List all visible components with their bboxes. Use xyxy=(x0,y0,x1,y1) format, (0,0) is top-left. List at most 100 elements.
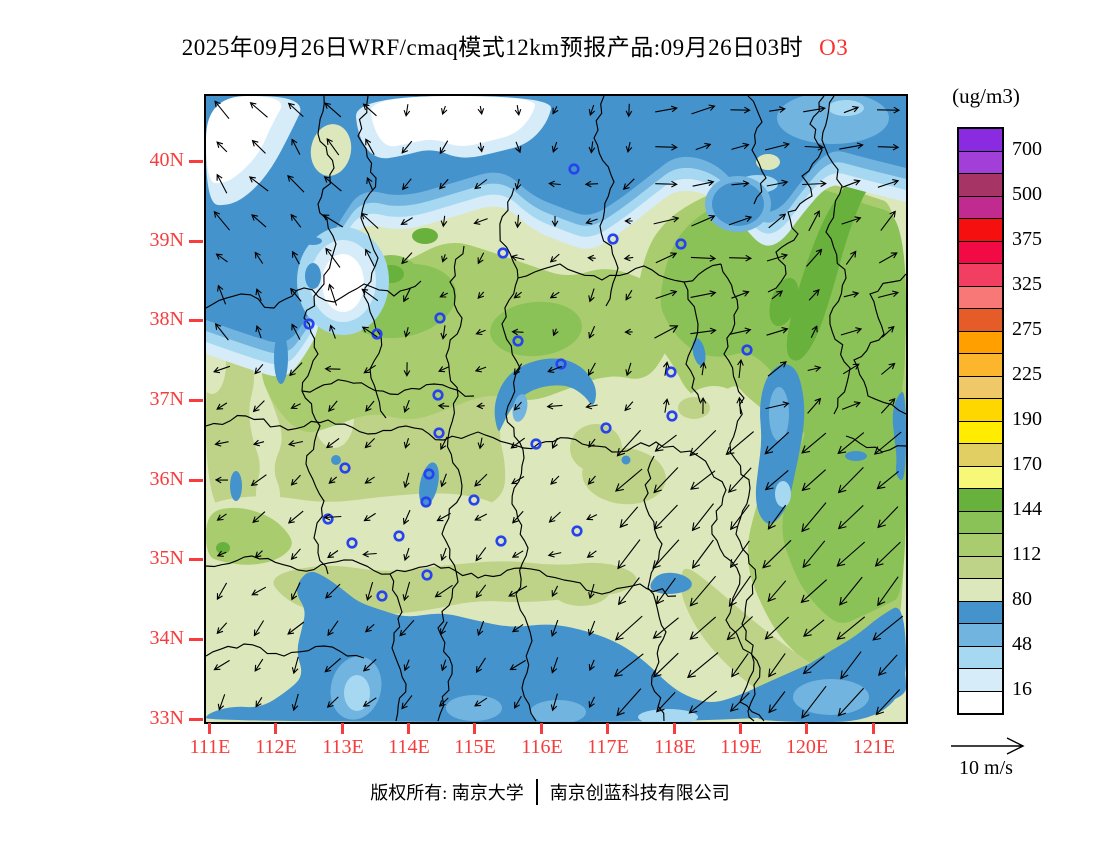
city-marker xyxy=(675,238,687,250)
wind-arrow xyxy=(252,511,266,524)
wind-arrow xyxy=(400,217,413,225)
wind-arrow xyxy=(290,474,301,486)
wind-arrow xyxy=(513,363,523,376)
wind-arrow xyxy=(737,358,744,379)
province-boundary xyxy=(767,96,825,293)
colorbar-cell xyxy=(959,443,1002,466)
province-boundary xyxy=(747,96,767,205)
wind-arrow xyxy=(360,212,379,229)
wind-arrow xyxy=(441,105,448,116)
city-marker xyxy=(741,344,753,356)
wind-arrow xyxy=(362,658,377,672)
wind-arrow xyxy=(728,215,753,226)
wind-arrow xyxy=(587,254,596,262)
wind-arrow xyxy=(323,513,342,521)
wind-arrow xyxy=(403,547,410,562)
lon-tick xyxy=(739,723,742,734)
wind-arrow xyxy=(877,576,899,607)
colorbar-cell xyxy=(959,375,1002,398)
city-marker xyxy=(497,247,509,259)
forecast-map: 40N 39N 38N 37N 36N 35N 34N 33N 111E 112E 113E 114… xyxy=(150,94,908,757)
province-boundary xyxy=(821,96,851,415)
fill-region xyxy=(206,96,282,184)
colorbar-cell xyxy=(959,195,1002,218)
wind-arrow xyxy=(213,659,230,671)
wind-arrow xyxy=(475,584,487,599)
colorbar-cell xyxy=(959,623,1002,646)
colorbar-cell xyxy=(959,173,1002,196)
wind-arrow xyxy=(729,692,750,712)
city-marker xyxy=(393,530,405,542)
wind-arrow xyxy=(768,653,786,678)
wind-arrow xyxy=(729,254,753,262)
wind-arrow xyxy=(764,141,791,151)
wind-arrow xyxy=(878,654,898,676)
colorbar-tick-label: 275 xyxy=(1012,318,1042,341)
wind-arrow xyxy=(290,213,302,228)
wind-scale-label: 10 m/s xyxy=(959,757,1013,779)
wind-arrow xyxy=(588,288,595,303)
province-boundary xyxy=(357,96,387,419)
wind-arrow xyxy=(289,362,303,377)
wind-arrow xyxy=(514,695,522,709)
wind-arrow xyxy=(217,694,226,711)
wind-arrow xyxy=(873,431,902,455)
wind-arrow xyxy=(366,176,374,191)
colorbar-unit-label: (ug/m3) xyxy=(952,84,1020,108)
colorbar-cell xyxy=(959,488,1002,511)
wind-arrow xyxy=(291,323,301,340)
province-boundary xyxy=(389,573,407,722)
lon-tick xyxy=(673,723,676,734)
wind-arrow xyxy=(880,397,896,414)
wind-arrow xyxy=(765,401,790,410)
wind-arrow xyxy=(216,622,228,635)
wind-arrow xyxy=(547,365,562,373)
colorbar-cell xyxy=(959,510,1002,533)
wind-arrow xyxy=(877,290,900,299)
wind-arrow xyxy=(806,248,823,267)
wind-arrow xyxy=(323,176,342,192)
province-boundary xyxy=(445,245,465,439)
province-boundary xyxy=(697,455,765,722)
wind-arrow xyxy=(587,475,596,485)
wind-arrow xyxy=(768,691,786,714)
city-marker xyxy=(530,438,542,450)
fill-region xyxy=(249,333,282,519)
wind-arrow xyxy=(841,216,862,225)
lon-tick-label: 111E xyxy=(189,736,231,758)
wind-arrow xyxy=(836,616,866,640)
wind-arrow xyxy=(843,105,860,114)
wind-arrow xyxy=(549,291,560,299)
wind-arrow xyxy=(287,102,304,118)
wind-arrow xyxy=(588,438,596,448)
wind-arrow xyxy=(842,363,860,375)
lon-tick-label: 119E xyxy=(720,736,762,758)
wind-arrow xyxy=(510,254,525,261)
wind-arrow xyxy=(324,657,342,673)
wind-arrow xyxy=(216,141,228,153)
lat-tick xyxy=(189,718,203,721)
wind-arrow xyxy=(214,100,230,120)
fill-region xyxy=(756,154,780,170)
wind-arrow xyxy=(474,366,487,373)
wind-arrow xyxy=(511,623,524,633)
lat-tick xyxy=(189,160,203,163)
fill-region xyxy=(216,542,230,554)
province-boundary xyxy=(683,281,701,403)
concentration-wind-map xyxy=(206,96,906,722)
wind-arrow xyxy=(511,328,524,336)
wind-arrow xyxy=(216,513,227,521)
colorbar-cell xyxy=(959,420,1002,443)
wind-arrow xyxy=(691,503,714,532)
wind-arrow xyxy=(364,476,375,484)
wind-arrow xyxy=(842,179,861,188)
lon-tick-label: 121E xyxy=(852,736,896,758)
colorbar-cell xyxy=(959,555,1002,578)
wind-arrow xyxy=(841,401,861,410)
colorbar-tick-label: 170 xyxy=(1012,452,1042,475)
fill-region xyxy=(304,237,322,245)
colorbar-tick-label: 144 xyxy=(1012,497,1042,520)
wind-arrow xyxy=(654,434,677,452)
lat-tick-label: 34N xyxy=(149,627,184,649)
fill-region xyxy=(845,451,867,461)
